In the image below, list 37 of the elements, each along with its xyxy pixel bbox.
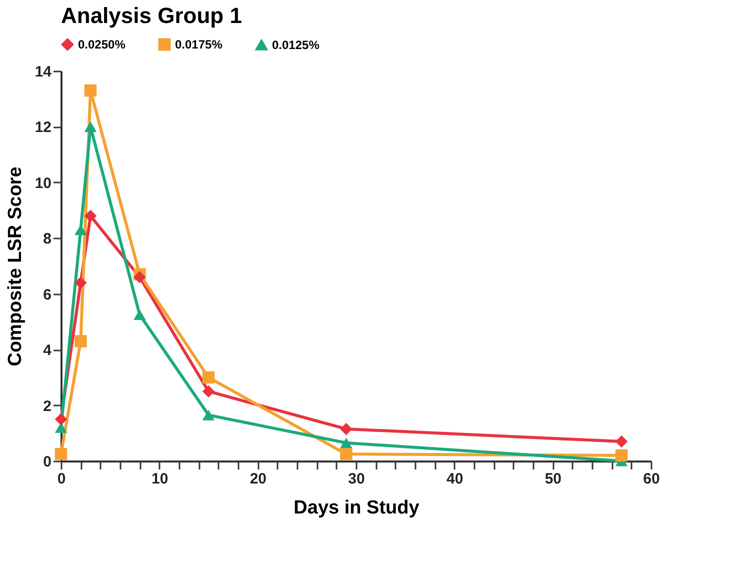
y-tick-label: 12	[34, 119, 52, 136]
chart-title: Analysis Group 1	[61, 3, 242, 28]
point	[340, 438, 352, 448]
x-tick-label: 40	[446, 470, 464, 488]
point	[202, 410, 215, 420]
y-tick-label: 6	[43, 286, 52, 304]
legend-label: 0.0125%	[272, 38, 320, 52]
x-tick-label: 50	[544, 470, 562, 488]
point	[202, 371, 215, 384]
x-tick-label: 20	[250, 470, 267, 488]
y-tick-label: 4	[43, 342, 52, 360]
legend-label: 0.0175%	[175, 38, 223, 52]
point	[134, 271, 146, 284]
point	[340, 422, 352, 436]
x-tick-label: 30	[348, 470, 365, 488]
y-tick-label: 14	[34, 64, 52, 80]
point	[74, 276, 87, 289]
point	[340, 448, 352, 460]
point	[615, 449, 628, 462]
point	[54, 413, 68, 426]
point	[74, 335, 87, 348]
y-tick-label: 10	[34, 174, 52, 192]
point	[202, 385, 215, 398]
point	[84, 210, 97, 222]
legend-label: 0.0250%	[78, 38, 126, 52]
x-tick-label: 0	[57, 470, 66, 488]
point	[84, 84, 97, 97]
point	[134, 309, 146, 320]
y-axis-title: Composite LSR Score	[4, 166, 26, 366]
x-tick-label: 60	[643, 470, 660, 488]
x-tick-label: 10	[151, 470, 168, 488]
point	[84, 121, 97, 132]
point	[615, 435, 628, 448]
x-axis-title: Days in Study	[294, 498, 420, 518]
y-tick-label: 8	[43, 230, 52, 248]
y-tick-label: 0	[43, 454, 52, 470]
y-tick-label: 2	[43, 398, 52, 415]
